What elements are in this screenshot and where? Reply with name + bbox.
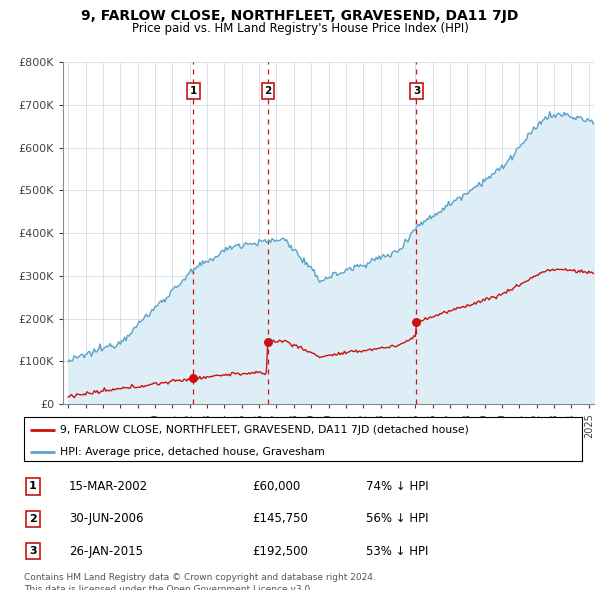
Text: 74% ↓ HPI: 74% ↓ HPI <box>366 480 428 493</box>
Text: £60,000: £60,000 <box>252 480 300 493</box>
Text: HPI: Average price, detached house, Gravesham: HPI: Average price, detached house, Grav… <box>60 447 325 457</box>
Text: 3: 3 <box>413 86 420 96</box>
Text: 26-JAN-2015: 26-JAN-2015 <box>69 545 143 558</box>
Text: 15-MAR-2002: 15-MAR-2002 <box>69 480 148 493</box>
Text: 56% ↓ HPI: 56% ↓ HPI <box>366 512 428 526</box>
Point <box>263 337 272 346</box>
Text: Contains HM Land Registry data © Crown copyright and database right 2024.: Contains HM Land Registry data © Crown c… <box>24 573 376 582</box>
Text: Price paid vs. HM Land Registry's House Price Index (HPI): Price paid vs. HM Land Registry's House … <box>131 22 469 35</box>
Text: 2: 2 <box>29 514 37 524</box>
Text: £145,750: £145,750 <box>252 512 308 526</box>
Text: 1: 1 <box>190 86 197 96</box>
Text: 9, FARLOW CLOSE, NORTHFLEET, GRAVESEND, DA11 7JD (detached house): 9, FARLOW CLOSE, NORTHFLEET, GRAVESEND, … <box>60 425 469 434</box>
Text: 3: 3 <box>29 546 37 556</box>
Text: 53% ↓ HPI: 53% ↓ HPI <box>366 545 428 558</box>
Text: 2: 2 <box>264 86 271 96</box>
Text: £192,500: £192,500 <box>252 545 308 558</box>
Text: 9, FARLOW CLOSE, NORTHFLEET, GRAVESEND, DA11 7JD: 9, FARLOW CLOSE, NORTHFLEET, GRAVESEND, … <box>82 9 518 23</box>
Text: 1: 1 <box>29 481 37 491</box>
Text: 30-JUN-2006: 30-JUN-2006 <box>69 512 143 526</box>
Point <box>188 374 198 384</box>
Point <box>412 317 421 326</box>
Text: This data is licensed under the Open Government Licence v3.0.: This data is licensed under the Open Gov… <box>24 585 313 590</box>
